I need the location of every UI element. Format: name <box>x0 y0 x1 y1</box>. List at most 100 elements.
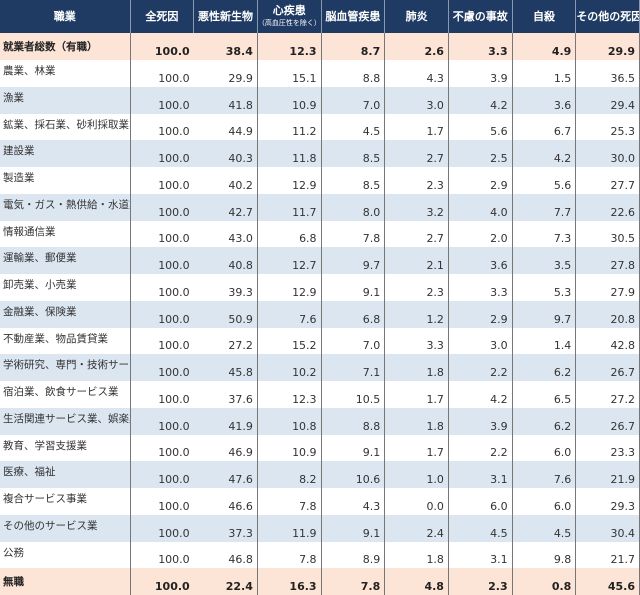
value-cell: 2.2 <box>448 354 513 381</box>
value-cell: 1.5 <box>512 60 577 87</box>
value-cell: 5.6 <box>512 167 577 194</box>
column-header-label: その他の死因 <box>576 9 640 23</box>
value-cell: 7.6 <box>512 461 577 488</box>
value-cell: 3.6 <box>448 247 513 274</box>
value-cell: 10.2 <box>257 354 322 381</box>
occupation-name: 情報通信業 <box>0 220 131 248</box>
value-cell: 100.0 <box>158 499 190 513</box>
value-cell: 7.0 <box>321 86 386 114</box>
value-cell: 100.0 <box>130 193 194 221</box>
value-cell: 5.6 <box>448 113 513 141</box>
value-cell: 3.1 <box>448 541 513 569</box>
value-cell: 30.0 <box>575 140 640 167</box>
value-cell: 3.9 <box>448 407 513 435</box>
value-cell: 42.8 <box>575 327 640 355</box>
value-cell: 27.9 <box>575 274 640 301</box>
value-cell: 46.9 <box>193 434 258 462</box>
value-cell: 4.8 <box>384 568 449 595</box>
value-cell: 0.8 <box>512 568 577 595</box>
value-cell: 39.3 <box>193 274 258 301</box>
occupation-name: 教育、学習支援業 <box>0 434 131 462</box>
value-cell: 2.4 <box>384 514 449 542</box>
value-cell: 100.0 <box>130 514 194 542</box>
value-cell: 4.3 <box>384 60 449 87</box>
value-cell: 7.8 <box>321 568 386 595</box>
value-cell: 8.9 <box>321 541 386 569</box>
value-cell: 36.5 <box>575 60 640 87</box>
value-cell: 4.3 <box>321 488 386 515</box>
value-cell: 25.3 <box>575 113 640 141</box>
value-cell: 15.2 <box>257 327 322 355</box>
value-cell: 7.8 <box>321 220 386 248</box>
value-cell: 100.0 <box>130 354 194 381</box>
table-row: 不動産業、物品賃貸業 100.0 27.2 15.2 7.0 3.3 3.0 1.4 42.8 <box>0 327 640 355</box>
value-cell: 3.6 <box>512 86 577 114</box>
occupation-name: 電気・ガス・熱供給・水道業 <box>0 193 131 221</box>
value-cell: 10.6 <box>321 461 386 488</box>
value-cell: 10.8 <box>257 407 322 435</box>
value-cell: 12.7 <box>257 247 322 274</box>
value-cell: 100.0 <box>158 178 190 192</box>
occupation-name: 医療、福祉 <box>0 461 131 488</box>
value-cell: 1.7 <box>384 381 449 408</box>
value-cell: 4.5 <box>448 514 513 542</box>
value-cell: 27.8 <box>575 247 640 274</box>
value-cell: 10.5 <box>321 381 386 408</box>
column-header: 悪性新生物 <box>193 0 258 33</box>
value-cell: 8.5 <box>321 140 386 167</box>
value-cell: 3.0 <box>384 86 449 114</box>
table-row: 複合サービス事業 100.0 46.6 7.8 4.3 0.0 6.0 6.0 29.3 <box>0 488 640 515</box>
table-row: 生活関連サービス業、娯楽業 100.0 41.9 10.8 8.8 1.8 3.9 6.2 26… <box>0 407 640 435</box>
value-cell: 22.4 <box>193 568 258 595</box>
value-cell: 2.1 <box>384 247 449 274</box>
value-cell: 47.6 <box>193 461 258 488</box>
value-cell: 1.2 <box>384 300 449 328</box>
value-cell: 4.5 <box>512 514 577 542</box>
value-cell: 29.3 <box>575 488 640 515</box>
value-cell: 100.0 <box>158 339 190 353</box>
column-header: 全死因 <box>130 0 195 33</box>
value-cell: 1.4 <box>512 327 577 355</box>
value-cell: 12.3 <box>257 381 322 408</box>
value-cell: 16.3 <box>257 568 322 595</box>
value-cell: 3.0 <box>448 327 513 355</box>
occupation-name: 金融業、保険業 <box>0 300 131 328</box>
value-cell: 9.1 <box>321 434 386 462</box>
value-cell: 9.7 <box>512 300 577 328</box>
value-cell: 7.3 <box>512 220 577 248</box>
value-cell: 9.1 <box>321 514 386 542</box>
table-row: 漁業 100.0 41.8 10.9 7.0 3.0 4.2 3.6 29.4 <box>0 86 640 114</box>
value-cell: 30.5 <box>575 220 640 248</box>
value-cell: 6.8 <box>257 220 322 248</box>
column-header: 肺炎 <box>384 0 449 33</box>
value-cell: 2.9 <box>448 167 513 194</box>
table-row: 公務 100.0 46.8 7.8 8.9 1.8 3.1 9.8 21.7 <box>0 541 640 569</box>
value-cell: 9.8 <box>512 541 577 569</box>
value-cell: 6.8 <box>321 300 386 328</box>
value-cell: 29.9 <box>575 33 640 60</box>
value-cell: 1.8 <box>384 354 449 381</box>
value-cell: 2.7 <box>384 220 449 248</box>
value-cell: 2.3 <box>448 568 513 595</box>
value-cell: 44.9 <box>193 113 258 141</box>
occupation-name: 学術研究、専門・技術サービ <box>0 354 131 381</box>
value-cell: 6.5 <box>512 381 577 408</box>
occupation-name: 公務 <box>0 541 131 569</box>
value-cell: 12.3 <box>257 33 322 60</box>
value-cell: 3.9 <box>448 60 513 87</box>
value-cell: 2.6 <box>384 33 449 60</box>
value-cell: 0.0 <box>384 488 449 515</box>
table-row: 学術研究、専門・技術サービ 100.0 45.8 10.2 7.1 1.8 2.2 6.2 26… <box>0 354 640 381</box>
occupation-name: 運輸業、郵便業 <box>0 247 131 274</box>
value-cell: 11.9 <box>257 514 322 542</box>
value-cell: 21.7 <box>575 541 640 569</box>
value-cell: 8.0 <box>321 193 386 221</box>
value-cell: 1.0 <box>384 461 449 488</box>
value-cell: 1.7 <box>384 434 449 462</box>
value-cell: 12.9 <box>257 274 322 301</box>
value-cell: 2.3 <box>384 274 449 301</box>
occupation-name: 鉱業、採石業、砂利採取業 <box>0 113 131 141</box>
value-cell: 6.0 <box>512 434 577 462</box>
